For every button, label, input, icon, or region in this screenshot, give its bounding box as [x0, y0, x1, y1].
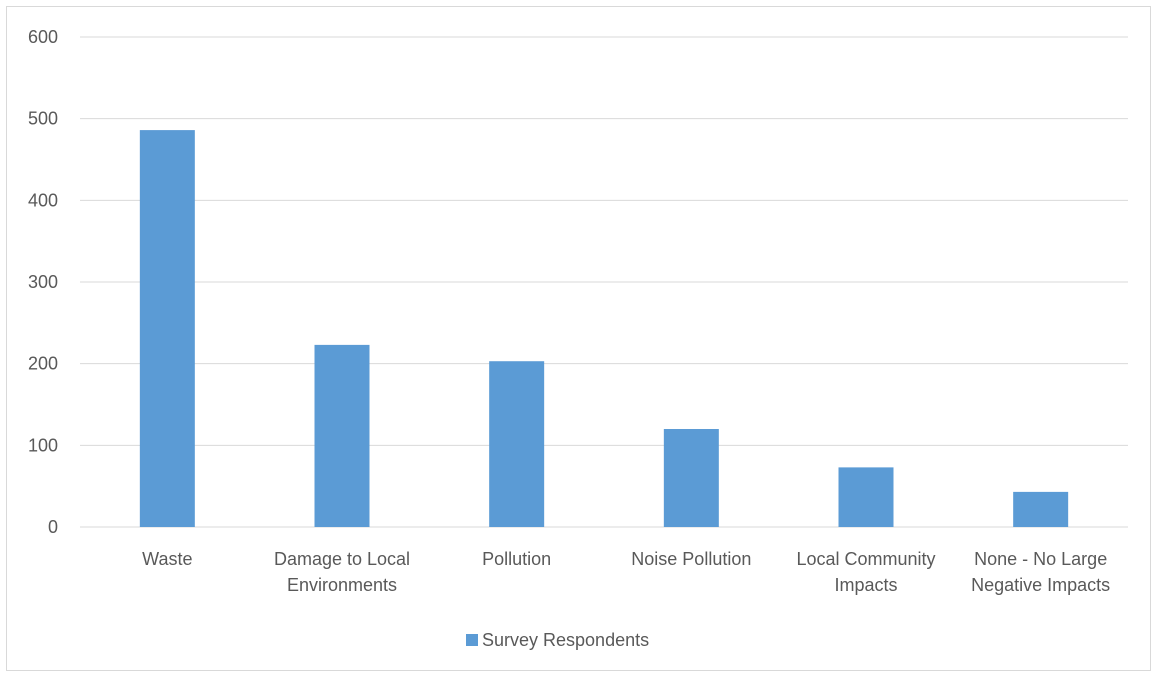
- x-tick-label-line: Pollution: [482, 549, 551, 569]
- gridlines: [80, 36, 1128, 528]
- bar: [314, 344, 370, 527]
- y-axis-ticks: 0 100 200 300 400 500 600: [28, 27, 58, 537]
- x-tick-label-line: Waste: [142, 549, 192, 569]
- bars: [139, 130, 1069, 527]
- legend-swatch-survey-respondents: [466, 634, 478, 646]
- x-tick-label-line: Impacts: [834, 575, 897, 595]
- x-tick-label-line: Noise Pollution: [631, 549, 751, 569]
- x-tick-label: Local Community Impacts: [796, 549, 935, 595]
- x-tick-label: Pollution: [482, 549, 551, 569]
- y-tick-label: 300: [28, 272, 58, 292]
- x-axis-labels: Waste Damage to Local Environments Pollutio…: [142, 549, 1110, 595]
- x-tick-label: Noise Pollution: [631, 549, 751, 569]
- y-tick-label: 0: [48, 517, 58, 537]
- y-tick-label: 200: [28, 354, 58, 374]
- bar: [139, 130, 195, 527]
- bar: [663, 429, 719, 527]
- x-tick-label-line: Environments: [287, 575, 397, 595]
- legend-label-survey-respondents: Survey Respondents: [482, 630, 649, 650]
- x-tick-label: None - No Large Negative Impacts: [971, 549, 1110, 595]
- bar: [1013, 491, 1069, 527]
- x-tick-label-line: Damage to Local: [274, 549, 410, 569]
- bar: [489, 361, 545, 527]
- y-tick-label: 500: [28, 109, 58, 129]
- legend: Survey Respondents: [466, 630, 649, 650]
- bar: [838, 467, 894, 527]
- x-tick-label: Damage to Local Environments: [274, 549, 410, 595]
- chart-frame: [6, 6, 1151, 671]
- y-tick-label: 100: [28, 435, 58, 455]
- y-tick-label: 400: [28, 190, 58, 210]
- x-tick-label: Waste: [142, 549, 192, 569]
- x-tick-label-line: None - No Large: [974, 549, 1107, 569]
- y-tick-label: 600: [28, 27, 58, 47]
- x-tick-label-line: Negative Impacts: [971, 575, 1110, 595]
- x-tick-label-line: Local Community: [796, 549, 935, 569]
